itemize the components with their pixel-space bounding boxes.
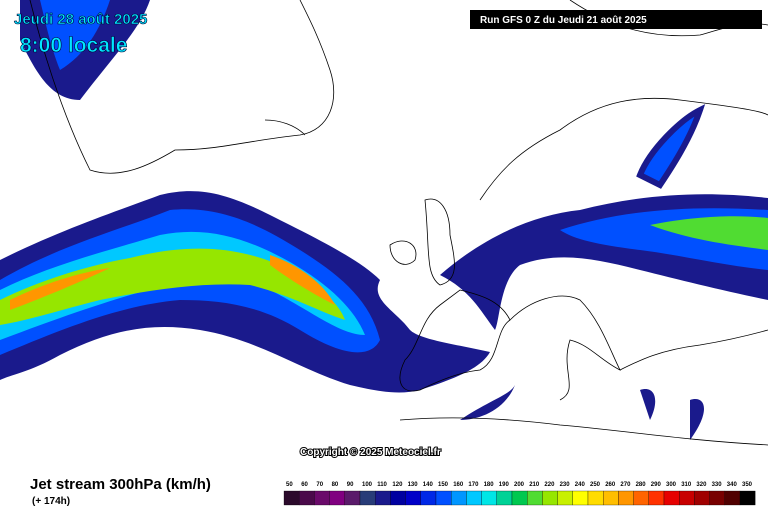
legend-level: 260 bbox=[605, 482, 616, 488]
legend-level: 60 bbox=[301, 482, 308, 488]
lead-time: (+ 174h) bbox=[32, 496, 70, 507]
jet-core-orange bbox=[10, 255, 335, 310]
legend-swatch bbox=[557, 490, 573, 506]
legend-swatch bbox=[663, 490, 680, 506]
legend-swatch bbox=[283, 490, 300, 506]
legend-level: 180 bbox=[484, 482, 495, 488]
legend-swatch bbox=[679, 490, 695, 506]
legend-swatch bbox=[648, 490, 665, 506]
legend-level: 280 bbox=[636, 482, 647, 488]
legend-swatch bbox=[405, 490, 421, 506]
legend-swatch bbox=[587, 490, 604, 506]
legend-level: 350 bbox=[742, 482, 753, 488]
legend-swatch bbox=[542, 490, 558, 506]
legend-swatch bbox=[694, 490, 710, 506]
legend-swatch bbox=[739, 490, 756, 506]
copyright: Copyright © 2025 Meteociel.fr bbox=[300, 447, 441, 458]
forecast-date: Jeudi 28 août 2025 bbox=[14, 11, 147, 28]
legend-level: 220 bbox=[544, 482, 555, 488]
legend-level: 50 bbox=[286, 482, 293, 488]
jet-core-green bbox=[0, 248, 345, 325]
color-legend: 50 60 70 80 90 100 110 120 130 140 150 160 170 180 190… bbox=[283, 482, 756, 506]
legend-level: 120 bbox=[392, 482, 403, 488]
jet-south bbox=[460, 385, 704, 440]
legend-level: 100 bbox=[362, 482, 373, 488]
legend-swatch bbox=[572, 490, 589, 506]
legend-level: 130 bbox=[408, 482, 419, 488]
legend-level: 290 bbox=[651, 482, 662, 488]
legend-level: 80 bbox=[332, 482, 339, 488]
legend-swatch bbox=[390, 490, 406, 506]
legend-level: 340 bbox=[727, 482, 738, 488]
legend-swatch bbox=[511, 490, 528, 506]
legend-swatch bbox=[709, 490, 725, 506]
legend-level: 270 bbox=[620, 482, 631, 488]
legend-swatch bbox=[329, 490, 345, 506]
jet-east-green bbox=[650, 216, 768, 250]
legend-level: 140 bbox=[423, 482, 434, 488]
legend-swatch bbox=[618, 490, 634, 506]
legend-swatch bbox=[344, 490, 361, 506]
legend-swatch bbox=[375, 490, 391, 506]
legend-level: 250 bbox=[590, 482, 601, 488]
legend-swatch bbox=[420, 490, 437, 506]
jet-stream bbox=[0, 0, 768, 440]
legend-level: 310 bbox=[681, 482, 692, 488]
legend-swatch bbox=[314, 490, 330, 506]
legend-swatch bbox=[451, 490, 467, 506]
legend-level: 170 bbox=[468, 482, 479, 488]
jet-greenland-core bbox=[40, 0, 110, 70]
map-title: Jet stream 300hPa (km/h) bbox=[30, 476, 211, 493]
legend-swatch bbox=[496, 490, 513, 506]
jet-scandinavia bbox=[636, 104, 706, 189]
legend-level: 240 bbox=[575, 482, 586, 488]
legend-level: 200 bbox=[514, 482, 525, 488]
legend-level: 110 bbox=[377, 482, 387, 488]
legend-swatch bbox=[633, 490, 649, 506]
legend-swatch bbox=[527, 490, 543, 506]
legend-level: 330 bbox=[712, 482, 723, 488]
legend-level: 190 bbox=[499, 482, 510, 488]
legend-swatch bbox=[481, 490, 497, 506]
run-info: Run GFS 0 Z du Jeudi 21 août 2025 bbox=[480, 15, 647, 26]
legend-level: 320 bbox=[696, 482, 707, 488]
legend-level: 300 bbox=[666, 482, 677, 488]
legend-level: 70 bbox=[316, 482, 323, 488]
forecast-time: 8:00 locale bbox=[20, 34, 127, 57]
legend-swatch bbox=[359, 490, 376, 506]
legend-swatch bbox=[466, 490, 482, 506]
legend-swatch bbox=[724, 490, 741, 506]
legend-level: 210 bbox=[529, 482, 540, 488]
legend-swatch bbox=[435, 490, 452, 506]
legend-swatch bbox=[299, 490, 315, 506]
legend-level: 150 bbox=[438, 482, 449, 488]
legend-level: 230 bbox=[560, 482, 571, 488]
legend-level: 160 bbox=[453, 482, 464, 488]
legend-swatch bbox=[603, 490, 619, 506]
run-box bbox=[470, 10, 762, 29]
legend-level: 90 bbox=[347, 482, 354, 488]
